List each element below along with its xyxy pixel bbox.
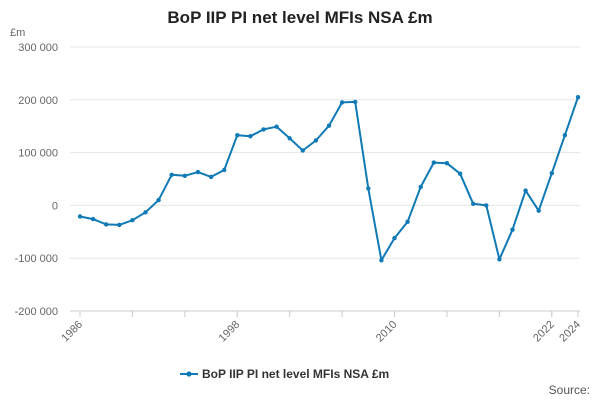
data-point[interactable] [156,197,161,203]
y-tick-label: -100 000 [15,253,58,265]
x-tick-label: 2010 [374,319,400,345]
data-point[interactable] [484,203,489,208]
y-tick-label: -200 000 [15,306,58,318]
data-point[interactable] [418,184,423,190]
series-layer [77,95,581,263]
y-tick-label: 300 000 [18,42,58,54]
series-line[interactable] [79,96,579,262]
data-point[interactable] [444,161,450,166]
x-tick-label: 1986 [59,319,85,345]
source-label[interactable]: Source: [549,383,590,397]
data-point[interactable] [392,235,397,241]
data-point[interactable] [366,186,371,191]
chart-title: BoP IIP PI net level MFIs NSA £m [167,8,433,27]
data-point[interactable] [104,222,109,227]
data-point[interactable] [313,138,319,143]
data-point[interactable] [169,172,174,177]
data-point[interactable] [379,258,384,263]
data-point[interactable] [536,208,541,213]
data-point[interactable] [235,133,240,138]
y-tick-label: 100 000 [18,148,58,160]
data-point[interactable] [457,171,463,176]
data-point[interactable] [77,214,83,219]
x-tick-label: 1998 [217,319,243,345]
data-point[interactable] [300,148,305,153]
data-point[interactable] [431,160,436,165]
data-point[interactable] [248,134,253,139]
data-point[interactable] [182,173,187,178]
data-point[interactable] [117,222,122,228]
data-point[interactable] [339,100,345,105]
data-point[interactable] [326,123,332,128]
data-point[interactable] [261,127,266,132]
x-tick-label: 2022 [531,319,557,345]
legend-marker-swatch [186,371,192,377]
y-tick-label: 0 [52,200,58,212]
data-point[interactable] [510,227,515,232]
data-point[interactable] [497,257,502,262]
legend[interactable]: BoP IIP PI net level MFIs NSA £m [180,367,389,381]
data-point[interactable] [562,133,568,138]
data-point[interactable] [575,95,581,100]
y-tick-label: 200 000 [18,95,58,107]
data-point[interactable] [287,136,292,141]
data-point[interactable] [208,174,214,180]
data-point[interactable] [405,219,410,224]
data-point[interactable] [523,188,528,193]
data-point[interactable] [353,99,358,105]
legend-label: BoP IIP PI net level MFIs NSA £m [202,367,389,381]
y-axis-unit-label: £m [10,27,25,39]
x-tick-label: 2024 [557,319,583,345]
data-point[interactable] [471,201,476,206]
data-point[interactable] [222,167,227,173]
grid-layer [70,46,580,312]
data-point[interactable] [90,216,96,222]
data-point[interactable] [195,169,201,175]
data-point[interactable] [549,171,554,176]
data-point[interactable] [274,124,279,129]
data-point[interactable] [143,210,148,215]
data-point[interactable] [130,218,135,223]
